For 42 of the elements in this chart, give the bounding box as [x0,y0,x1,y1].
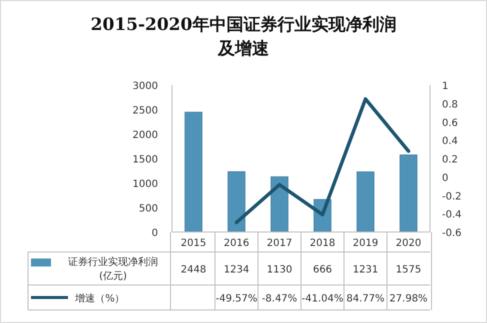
y-tick-label: 1500 [132,154,158,166]
y2-tick-label: 0.6 [442,118,458,129]
y2-tick-label: 1 [442,81,448,92]
x-tick-label: 2015 [180,238,206,249]
x-tick-label: 2018 [310,238,336,249]
y2-tick-label: 0 [442,172,448,184]
data-label: -8.47% [262,294,298,304]
chart-title: 2015-2020年中国证券行业实现净利润及增速 [90,15,396,59]
line-series [234,97,410,224]
data-label: 1575 [396,264,422,276]
bar [184,112,202,232]
x-tick-label: 2016 [224,238,250,249]
data-label: -41.04% [302,294,344,304]
bar [270,176,288,232]
y-tick-label: 500 [138,204,158,214]
x-tick-label: 2020 [396,238,422,249]
y2-tick-label: -0.4 [442,210,462,221]
y2-tick-label: -0.2 [442,191,462,202]
legend-label: 证券行业实现净利润(亿元) [68,256,158,282]
y2-tick-label: 0.2 [442,154,458,166]
bar [400,154,418,232]
y-tick-label: 1000 [132,179,158,190]
bar [228,171,246,232]
data-label: 1231 [352,264,378,276]
y-tick-label: 2500 [132,106,158,116]
data-label: 27.98% [389,294,428,304]
data-label: 1234 [224,264,250,276]
y-tick-label: 0 [152,228,158,239]
x-tick-label: 2017 [266,238,292,249]
y2-tick-label: 0.4 [442,136,458,148]
y-tick-label: 3000 [132,81,158,92]
data-label: 2448 [180,264,206,276]
y2-tick-label: -0.6 [442,228,462,239]
x-tick-label: 2019 [352,238,378,249]
bar [356,171,374,232]
data-label: 84.77% [346,294,385,304]
data-label: 1130 [266,264,292,276]
data-label: -49.57% [216,294,258,304]
legend-label: 增速（%） [74,292,125,304]
y-tick-label: 2000 [132,130,158,141]
y2-tick-label: 0.8 [442,99,458,110]
data-label: 666 [312,264,332,276]
